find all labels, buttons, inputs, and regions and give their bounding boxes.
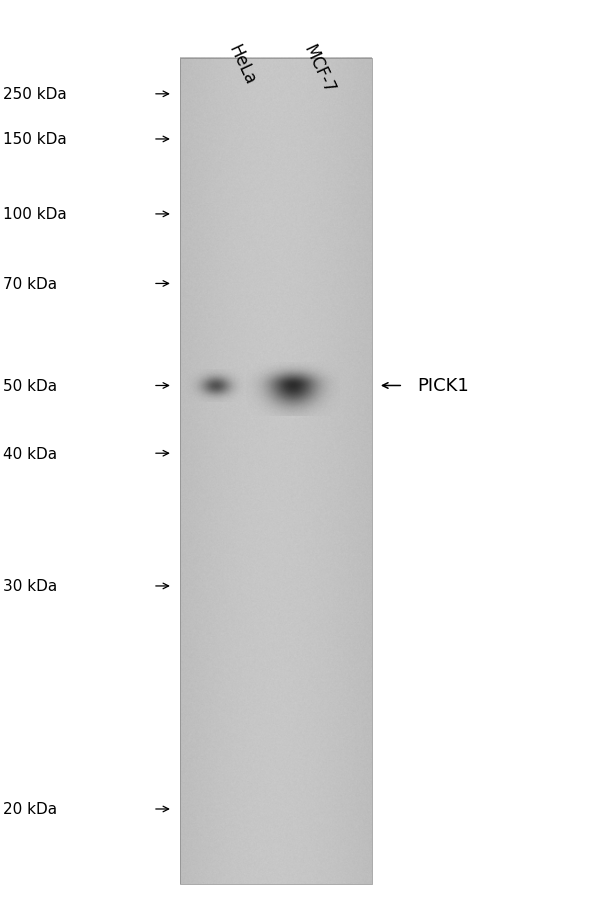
Text: 40 kDa: 40 kDa [3, 446, 57, 461]
Text: HeLa: HeLa [225, 42, 259, 87]
Text: WWW.PTGLAB.COM: WWW.PTGLAB.COM [267, 373, 285, 570]
Text: 70 kDa: 70 kDa [3, 277, 57, 291]
Text: MCF-7: MCF-7 [300, 42, 338, 97]
Text: 250 kDa: 250 kDa [3, 87, 67, 102]
Text: 150 kDa: 150 kDa [3, 133, 67, 147]
Bar [180, 59, 372, 884]
Text: 50 kDa: 50 kDa [3, 379, 57, 393]
Text: 100 kDa: 100 kDa [3, 207, 67, 222]
Text: 20 kDa: 20 kDa [3, 802, 57, 816]
Text: 30 kDa: 30 kDa [3, 579, 57, 594]
Text: PICK1: PICK1 [417, 377, 469, 395]
